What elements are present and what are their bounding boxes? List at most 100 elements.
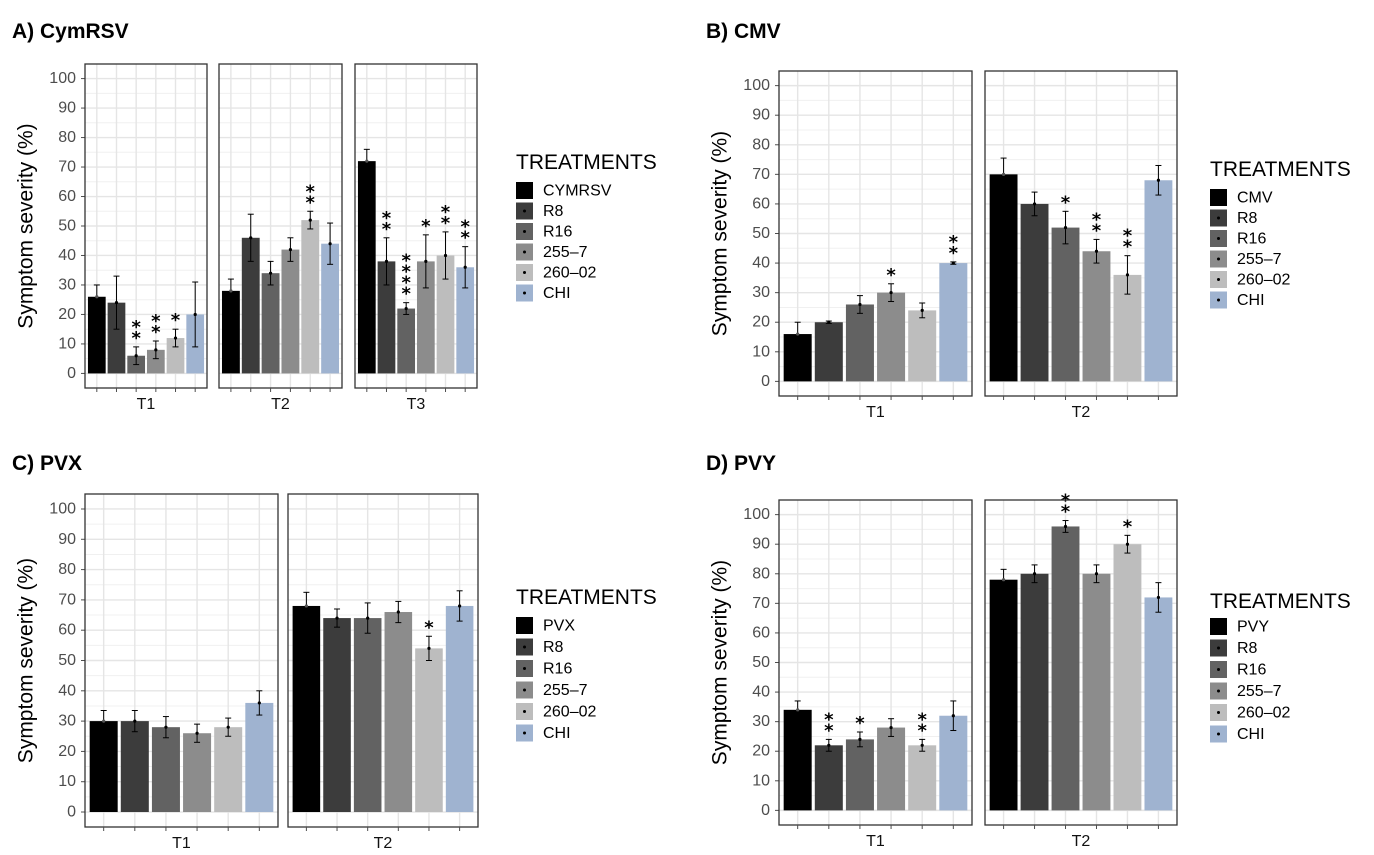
panel-border <box>354 63 478 389</box>
significance-star: * <box>917 709 927 730</box>
mean-point <box>164 725 168 729</box>
mean-point <box>404 306 408 311</box>
mean-point <box>1063 524 1068 529</box>
mean-point <box>920 743 924 747</box>
legend-label: R16 <box>1237 662 1266 679</box>
x-tick-label: T1 <box>866 833 885 850</box>
bar-b-t2-6 <box>1144 180 1173 382</box>
bar-a-t2-5 <box>301 220 320 374</box>
legend-item: R8 <box>516 638 564 656</box>
y-tick-label: 60 <box>752 624 770 641</box>
y-tick-label: 50 <box>58 652 76 669</box>
significance-star: * <box>949 232 959 253</box>
panel-border <box>287 493 479 828</box>
bar-b-t1-2 <box>814 322 843 382</box>
y-tick-label: 100 <box>49 500 76 517</box>
legend-label: CYMRSV <box>543 183 612 200</box>
bar-c-t1-3 <box>151 727 180 813</box>
legend-point <box>1217 298 1220 302</box>
chart-d-svg: D) PVY Symptom severity (%) 0 10 20 30 40 50 60 7… <box>706 452 1351 850</box>
significance-star: * <box>460 228 470 249</box>
chart-a-svg: A) CymRSV Symptom severity (%) 0 10 20 30 40 50… <box>12 20 657 413</box>
bar-b-t2-4 <box>1082 251 1111 382</box>
y-tick-label: 90 <box>752 536 770 553</box>
chart-b: B) CMV Symptom severity (%) 0 10 20 30 40 50 60 7… <box>695 0 1374 430</box>
legend-item: 255–7 <box>1210 682 1282 700</box>
mean-point <box>1156 595 1161 600</box>
bar-a-t1-4 <box>146 349 165 374</box>
bar-c-t2-5 <box>415 648 443 813</box>
mean-point <box>1125 273 1130 277</box>
panel-border <box>218 63 343 389</box>
mean-point <box>1001 172 1006 176</box>
significance-star: * <box>460 217 470 238</box>
y-tick-label: 60 <box>752 195 770 212</box>
legend-point <box>1217 689 1220 693</box>
x-tick-label: T2 <box>271 396 290 413</box>
legend-label: CHI <box>1237 726 1265 743</box>
bar-a-t2-6 <box>321 243 340 374</box>
y-tick-label: 10 <box>752 772 770 789</box>
panel-t3: ******* ****T3 <box>354 63 478 413</box>
significance-star: * <box>401 273 411 294</box>
y-tick-label: 50 <box>58 218 76 235</box>
x-tick-label: T1 <box>172 835 191 852</box>
legend-point <box>1217 196 1220 199</box>
legend-title: TREATMENTS <box>1210 590 1351 613</box>
bar-a-t3-3 <box>397 308 416 374</box>
y-tick-label: 40 <box>752 684 770 701</box>
legend-label: PVX <box>543 618 575 635</box>
panel-border <box>778 70 973 397</box>
mean-point <box>424 259 428 263</box>
bar-c-t1-4 <box>183 733 212 813</box>
significance-star: * <box>949 243 959 264</box>
legend-label: R16 <box>1237 231 1266 248</box>
legend-item: CHI <box>516 724 571 742</box>
mean-point <box>193 312 197 317</box>
y-tick-label: 0 <box>761 373 770 390</box>
y-tick-label: 40 <box>58 682 76 699</box>
legend-point <box>1217 646 1220 650</box>
panel-t2: ***T2 <box>984 491 1178 850</box>
y-tick-label: 0 <box>761 802 770 819</box>
legend-item: 260–02 <box>1210 271 1290 289</box>
y-tick-label: 80 <box>58 561 76 578</box>
legend-point <box>1217 732 1220 736</box>
bar-b-t1-4 <box>877 292 906 382</box>
bar-d-t1-5 <box>908 745 937 811</box>
mean-point <box>827 320 831 324</box>
legend-label: R16 <box>543 661 572 678</box>
panel-t2: ** T2 <box>218 63 343 413</box>
mean-point <box>1094 249 1099 253</box>
chart-a: A) CymRSV Symptom severity (%) 0 10 20 30 40 50… <box>0 0 690 430</box>
y-tick-label: 30 <box>752 284 770 301</box>
y-tick-label: 10 <box>752 343 770 360</box>
bar-d-t2-5 <box>1113 544 1142 811</box>
legend-label: R8 <box>543 203 564 220</box>
bar-a-t2-3 <box>261 273 280 374</box>
mean-point <box>1156 178 1161 182</box>
bar-c-t1-1 <box>89 721 118 813</box>
bar-b-t2-2 <box>1020 203 1049 382</box>
legend-item: R8 <box>1210 209 1258 227</box>
bar-c-t2-2 <box>323 618 351 813</box>
legend-item: R8 <box>1210 639 1258 657</box>
legend-point <box>523 209 526 213</box>
bar-a-t2-4 <box>281 249 300 374</box>
y-tick-label: 70 <box>58 591 76 608</box>
mean-point <box>1032 572 1037 576</box>
chart-title: C) PVX <box>12 452 82 475</box>
legend: TREATMENTS PVX R8 R16 255–7 260–02 CHI <box>516 586 657 742</box>
legend-point <box>1217 625 1220 628</box>
chart-c: C) PVX Symptom severity (%) 0 10 20 30 40 50 60 7… <box>0 430 690 855</box>
bar-d-t2-3 <box>1051 526 1080 811</box>
legend-label: R16 <box>543 224 572 241</box>
legend-label: R8 <box>1237 640 1258 657</box>
legend-item: CHI <box>1210 291 1265 309</box>
legend-item: CHI <box>1210 725 1265 743</box>
significance-star: * <box>824 709 834 730</box>
significance-star: * <box>382 219 392 240</box>
significance-star: * <box>171 310 181 331</box>
significance-star: * <box>131 328 141 349</box>
bar-c-t1-6 <box>245 702 274 813</box>
